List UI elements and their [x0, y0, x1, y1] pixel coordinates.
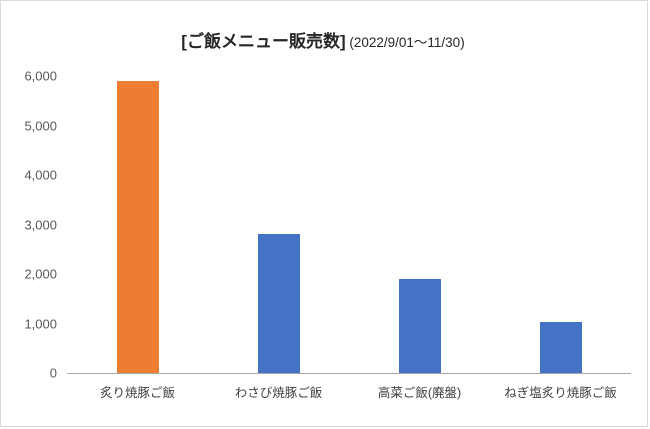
x-category-label: ねぎ塩炙り焼豚ご飯 [504, 386, 617, 400]
chart-title-main: [ご飯メニュー販売数] [181, 32, 346, 51]
y-axis: 0 1,000 2,000 3,000 4,000 5,000 6,000 [15, 69, 67, 381]
y-tick-label: 5,000 [24, 118, 57, 133]
y-tick-label: 0 [49, 365, 57, 381]
y-tick-label: 4,000 [24, 167, 57, 183]
x-category-label: 高菜ご飯(廃盤) [377, 386, 462, 400]
x-category-label: わさび焼豚ご飯 [234, 386, 323, 400]
bar-3 [539, 322, 582, 373]
bar-column [490, 76, 631, 373]
plot-wrap: 炙り焼豚ご飯 わさび焼豚ご飯 高菜ご飯(廃盤) ねぎ塩炙り焼豚ご飯 [67, 76, 631, 401]
bar-0 [116, 80, 159, 373]
x-category-label: 炙り焼豚ご飯 [99, 386, 175, 400]
chart-body: 0 1,000 2,000 3,000 4,000 5,000 6,000 炙り焼豚ご飯 わさ… [15, 69, 631, 401]
y-tick-label: 3,000 [24, 217, 57, 232]
bar-2 [398, 278, 441, 373]
bar-column [349, 76, 490, 373]
chart-title-date-range: (2022/9/01〜11/30) [345, 35, 465, 50]
bar-column [208, 76, 349, 373]
y-tick-label: 2,000 [24, 266, 57, 282]
x-axis-labels: 炙り焼豚ご飯 わさび焼豚ご飯 高菜ご飯(廃盤) ねぎ塩炙り焼豚ご飯 [67, 382, 631, 401]
bar-column [67, 76, 208, 373]
bar-1 [257, 234, 300, 373]
y-tick-label: 1,000 [24, 316, 57, 331]
y-tick-label: 6,000 [24, 68, 57, 84]
chart-title: [ご飯メニュー販売数] (2022/9/01〜11/30) [15, 27, 631, 52]
plot-area [67, 76, 631, 374]
